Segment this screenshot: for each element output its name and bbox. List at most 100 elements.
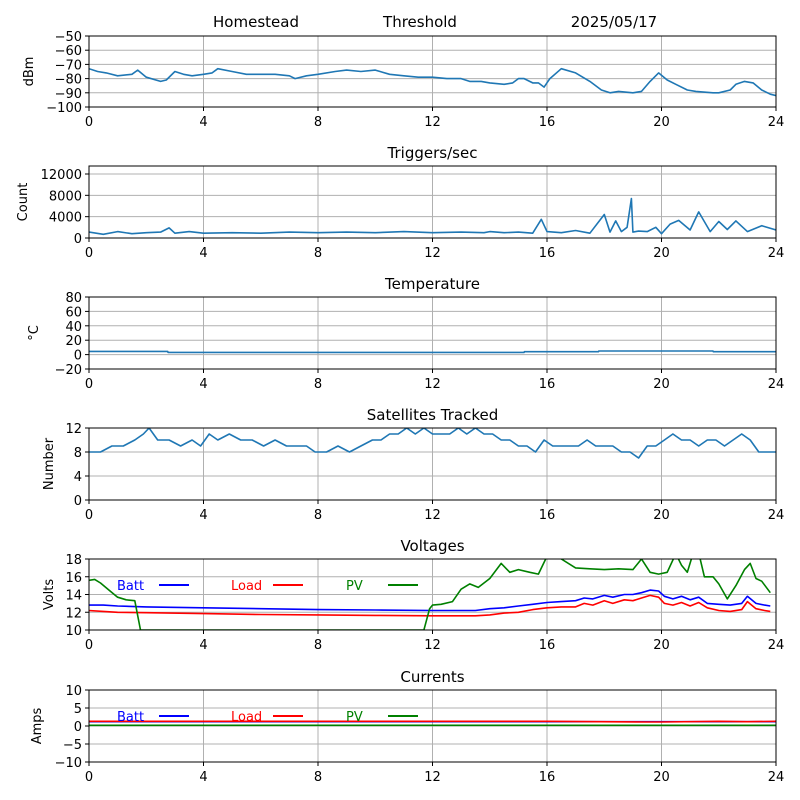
panel-title: Triggers/sec xyxy=(387,144,478,162)
panel-rssi: 0 4 8 12 16 20 24 −100−90−80−70−60−50 dBm xyxy=(22,30,784,130)
y-tick-label: 4 xyxy=(74,470,82,485)
series-line-satellites xyxy=(89,428,776,459)
y-tick-label: 0 xyxy=(74,494,82,509)
y-tick-label: 18 xyxy=(65,553,82,568)
x-tick-label: 4 xyxy=(199,377,207,392)
x-tick-label: 0 xyxy=(85,770,93,785)
y-tick-label: −90 xyxy=(55,87,82,102)
x-tick-label: 24 xyxy=(768,115,785,130)
y-tick-label: 12 xyxy=(65,606,82,621)
x-tick-label: 12 xyxy=(424,377,441,392)
y-tick-label: 4000 xyxy=(49,211,82,226)
header-date: 2025/05/17 xyxy=(571,13,657,31)
series-line-temperature xyxy=(89,350,776,354)
x-tick-label: 4 xyxy=(199,770,207,785)
x-tick-label: 0 xyxy=(85,246,93,261)
x-tick-label: 0 xyxy=(85,508,93,523)
y-tick-label: 12 xyxy=(65,422,82,437)
x-tick-label: 8 xyxy=(314,377,322,392)
y-tick-label: 40 xyxy=(65,320,82,335)
x-tick-label: 12 xyxy=(424,508,441,523)
y-axis-label: Count xyxy=(16,183,31,222)
x-tick-label: 20 xyxy=(653,638,670,653)
y-tick-label: 8000 xyxy=(49,189,82,204)
x-tick-label: 12 xyxy=(424,770,441,785)
x-tick-label: 16 xyxy=(539,377,556,392)
y-tick-label: 80 xyxy=(65,291,82,306)
x-tick-label: 8 xyxy=(314,770,322,785)
x-tick-label: 24 xyxy=(768,770,785,785)
legend-label-load: Load xyxy=(231,579,262,594)
x-tick-label: 16 xyxy=(539,508,556,523)
x-tick-label: 12 xyxy=(424,115,441,130)
y-tick-label: 5 xyxy=(74,702,82,717)
y-tick-label: −10 xyxy=(55,756,82,771)
x-tick-label: 8 xyxy=(314,508,322,523)
y-tick-label: −50 xyxy=(55,30,82,45)
panel-currents: 0 4 8 12 16 20 24 −10 −5 0 5 10 Currents Amps Batt Load… xyxy=(30,668,784,785)
y-axis-label: °C xyxy=(27,325,42,341)
x-tick-label: 8 xyxy=(314,246,322,261)
x-tick-label: 20 xyxy=(653,246,670,261)
y-tick-label: −5 xyxy=(63,738,82,753)
legend-label-load: Load xyxy=(231,710,262,725)
y-tick-label: 16 xyxy=(65,571,82,586)
x-tick-label: 24 xyxy=(768,377,785,392)
panel-title: Satellites Tracked xyxy=(367,406,498,424)
x-tick-label: 20 xyxy=(653,377,670,392)
y-axis-label: Number xyxy=(42,437,57,490)
series-line-batt xyxy=(89,589,771,612)
panel-voltages: 0 4 8 12 16 20 24 10 12 14 16 18 Voltages Volts Batt Lo… xyxy=(42,537,784,653)
x-tick-label: 16 xyxy=(539,115,556,130)
x-tick-label: 4 xyxy=(199,115,207,130)
x-tick-label: 16 xyxy=(539,246,556,261)
x-tick-label: 4 xyxy=(199,246,207,261)
y-tick-label: 12000 xyxy=(41,168,82,183)
x-tick-label: 8 xyxy=(314,638,322,653)
x-tick-label: 12 xyxy=(424,246,441,261)
series-line-load xyxy=(89,720,776,723)
x-tick-label: 20 xyxy=(653,770,670,785)
series-line-load xyxy=(89,594,771,617)
panel-title: Voltages xyxy=(400,537,464,555)
legend-label-batt: Batt xyxy=(117,710,144,725)
x-tick-label: 24 xyxy=(768,638,785,653)
y-tick-label: −60 xyxy=(55,44,82,59)
series-line-pv xyxy=(89,559,771,630)
x-tick-label: 0 xyxy=(85,638,93,653)
y-tick-label: −100 xyxy=(46,101,82,116)
legend-label-batt: Batt xyxy=(117,579,144,594)
series-line-rssi xyxy=(89,67,776,97)
y-axis-label: dBm xyxy=(22,57,37,87)
x-tick-label: 20 xyxy=(653,508,670,523)
y-tick-label: 0 xyxy=(74,720,82,735)
panel-title: Temperature xyxy=(384,275,480,293)
panel-title: Currents xyxy=(400,668,464,686)
legend-label-pv: PV xyxy=(346,579,363,594)
x-tick-label: 20 xyxy=(653,115,670,130)
x-tick-label: 4 xyxy=(199,508,207,523)
y-tick-label: 0 xyxy=(74,232,82,247)
x-tick-label: 0 xyxy=(85,377,93,392)
y-tick-label: −80 xyxy=(55,73,82,88)
panel-triggers: 0 4 8 12 16 20 24 0 4000 8000 12000 Triggers/sec Cou… xyxy=(16,144,784,261)
y-tick-label: 8 xyxy=(74,446,82,461)
header-mode: Threshold xyxy=(382,13,457,31)
x-tick-label: 24 xyxy=(768,508,785,523)
y-tick-label: 10 xyxy=(65,624,82,639)
y-tick-label: −70 xyxy=(55,58,82,73)
series-line-triggers xyxy=(89,197,776,236)
y-tick-label: 0 xyxy=(74,349,82,364)
y-axis-label: Volts xyxy=(42,579,57,611)
x-tick-label: 8 xyxy=(314,115,322,130)
x-tick-label: 16 xyxy=(539,770,556,785)
y-tick-label: 60 xyxy=(65,305,82,320)
x-tick-label: 0 xyxy=(85,115,93,130)
legend-label-pv: PV xyxy=(346,710,363,725)
y-axis-label: Amps xyxy=(30,707,45,744)
chart-header: Homestead Threshold 2025/05/17 xyxy=(213,13,657,31)
panel-satellites: 0 4 8 12 16 20 24 0 4 8 12 Satellites Tracked Number xyxy=(42,406,784,523)
